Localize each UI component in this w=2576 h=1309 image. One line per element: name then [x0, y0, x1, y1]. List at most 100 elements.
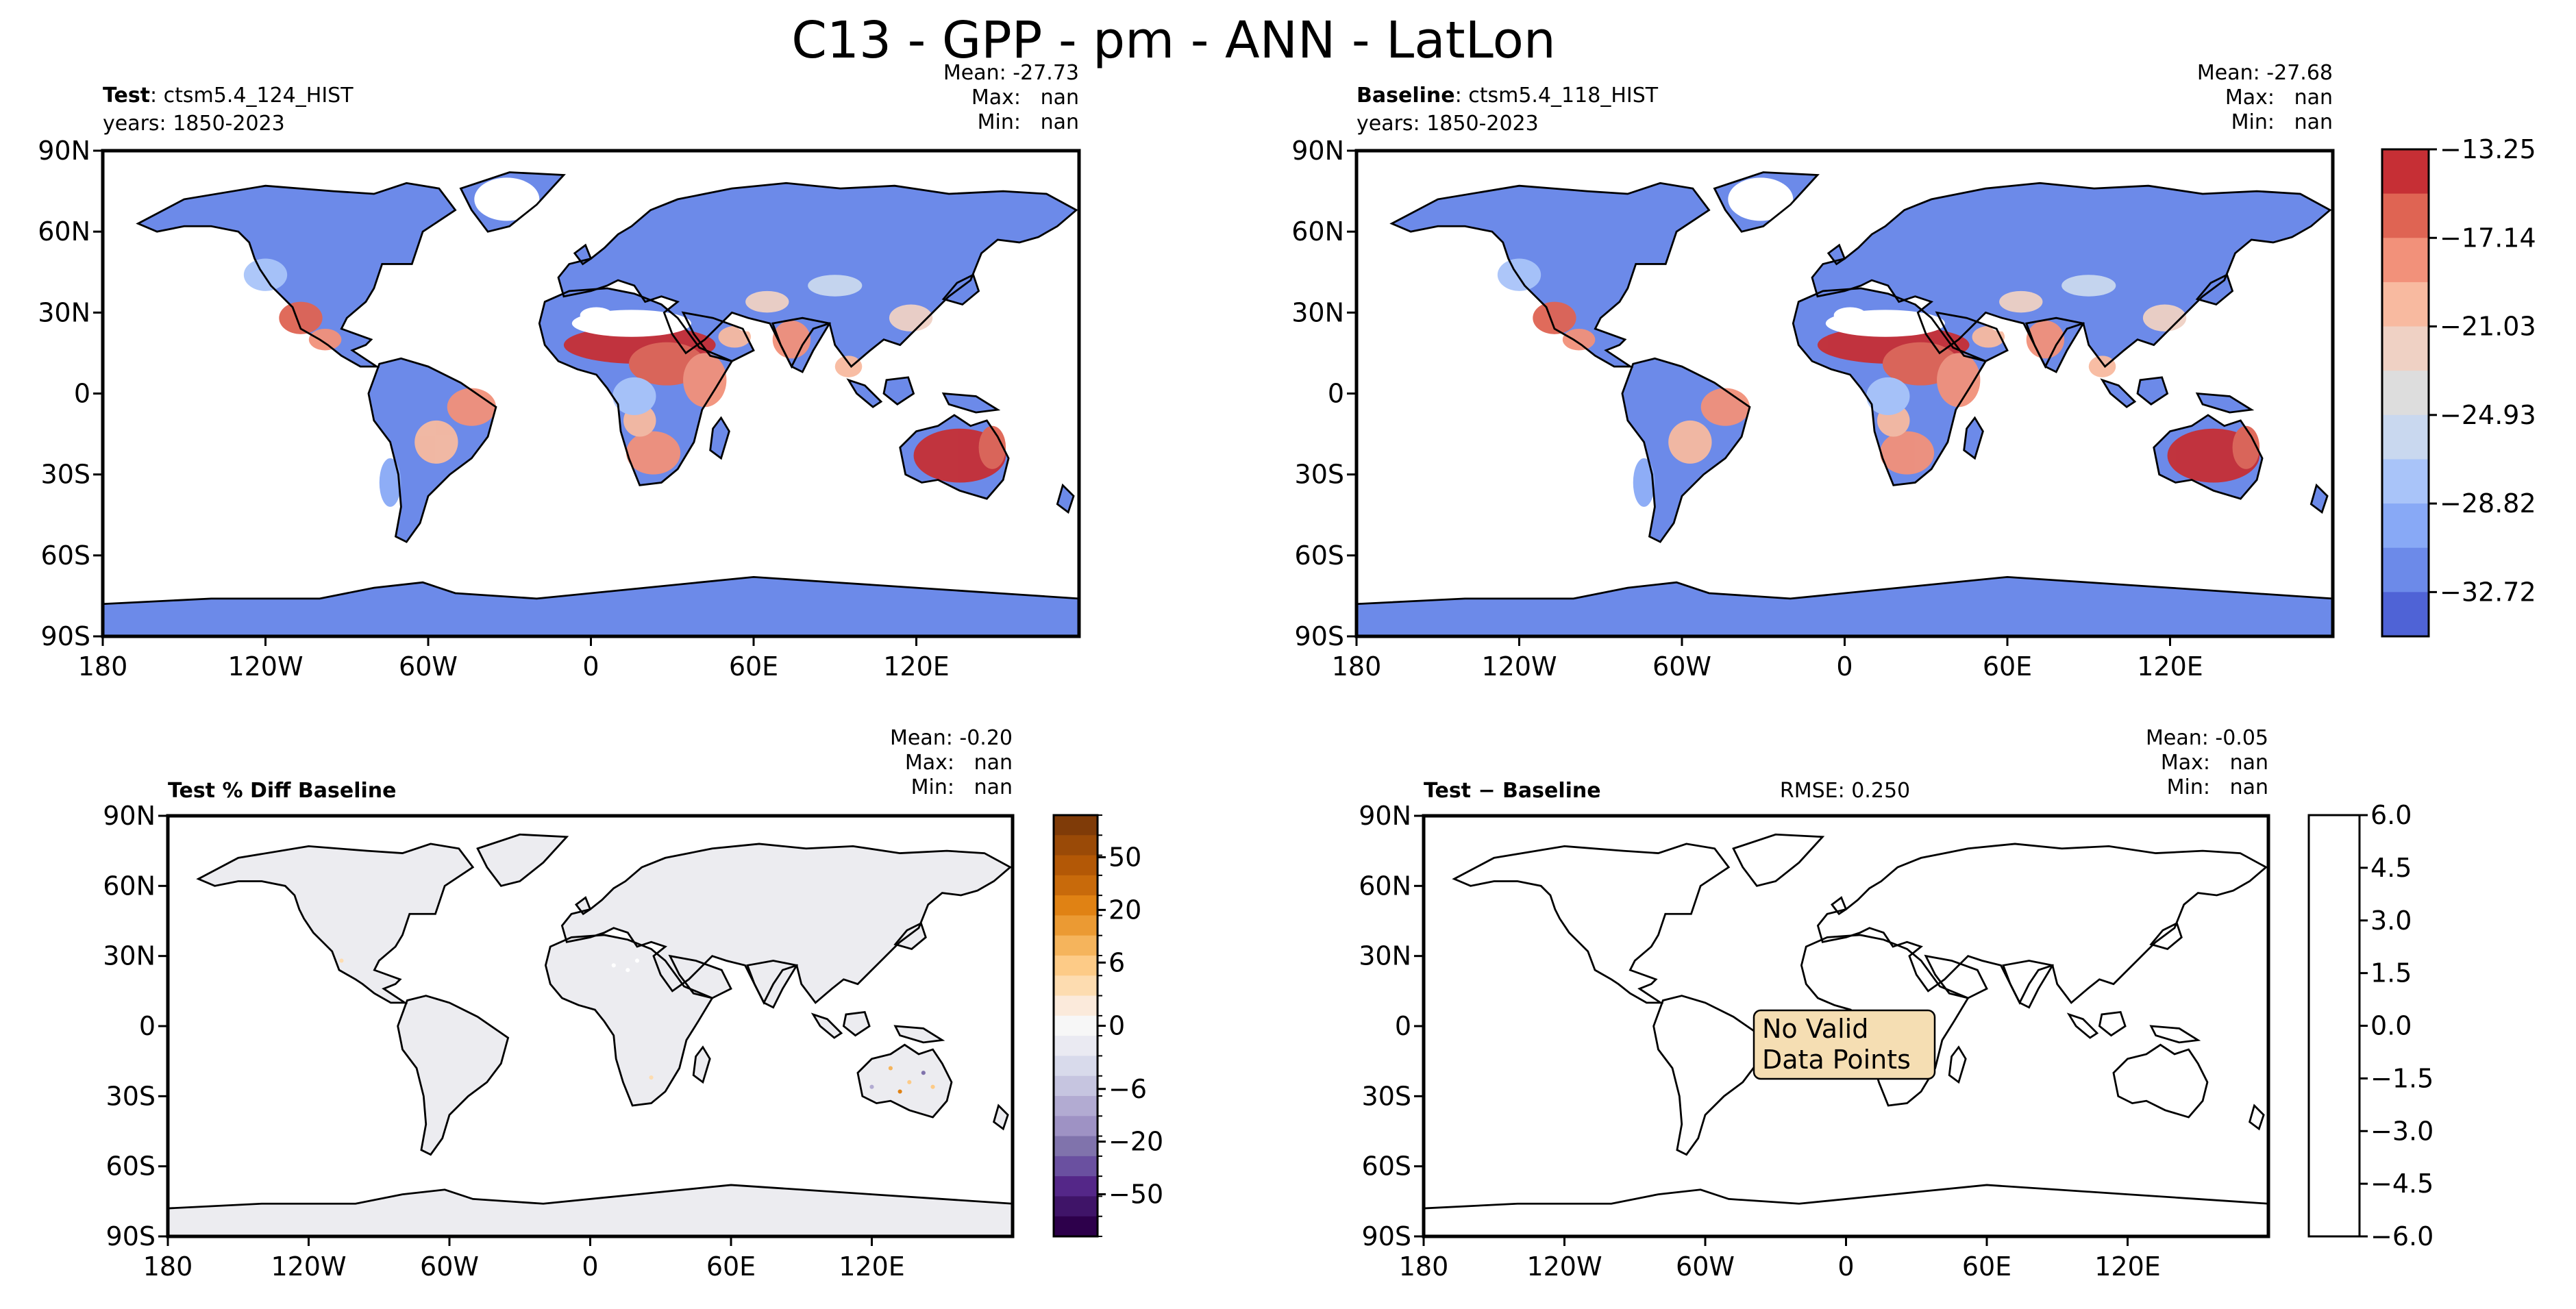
pctdiff-label: Test % Diff Baseline: [168, 779, 397, 803]
diff-lat-label: 90S: [1362, 1221, 1411, 1251]
pctdiff-lat-label: 30N: [103, 941, 156, 971]
diff-lon-label: 0: [1837, 1251, 1854, 1282]
diff-lat-label: 60N: [1359, 871, 1411, 901]
diff-min: Min: nan: [2167, 775, 2268, 799]
test-map: [103, 171, 1079, 636]
diff-colorbar-frame: [2307, 814, 2361, 1238]
baseline-label-bold: Baseline: [1357, 84, 1455, 108]
test-panel-label: Test: ctsm5.4_124_HIST: [103, 84, 354, 108]
pctdiff-colorbar-label: 20: [1109, 895, 1141, 925]
pctdiff-colorbar-label: 6: [1109, 947, 1125, 977]
diff-max: Max: nan: [2161, 751, 2268, 775]
pctdiff-colorbar-swatch: [1054, 1075, 1098, 1097]
pctdiff-colorbar-swatch: [1054, 915, 1098, 936]
main-colorbar-swatch: [2382, 326, 2429, 371]
pctdiff-map: [168, 833, 1013, 1236]
pctdiff-lon-label: 0: [582, 1251, 598, 1282]
main-colorbar-swatch: [2382, 371, 2429, 416]
pctdiff-specks: [339, 958, 935, 1094]
diff-colorbar-label: 6.0: [2370, 800, 2412, 830]
test-lat-label: 90S: [41, 621, 90, 651]
diff-colorbar-label: 1.5: [2370, 958, 2412, 988]
pctdiff-colorbar-swatch: [1054, 835, 1098, 856]
main-colorbar-label: −17.14: [2440, 223, 2536, 253]
pctdiff-lat-label: 60N: [103, 871, 156, 901]
pctdiff-lat-label: 90S: [106, 1221, 156, 1251]
pctdiff-colorbar-swatch: [1054, 855, 1098, 876]
diff-colorbar: 6.0 4.5 3.0 1.5 0.0 −1.5 −3.0 −4.5 −6.0: [2307, 800, 2433, 1251]
main-colorbar-swatch: [2382, 282, 2429, 327]
pctdiff-colorbar-swatch: [1054, 1136, 1098, 1157]
main-colorbar-swatch: [2382, 547, 2429, 593]
main-colorbar-frame: [2381, 148, 2430, 638]
diff-lat-label: 90N: [1359, 801, 1411, 831]
test-max: Max: nan: [971, 86, 1079, 110]
test-lat-label: 60N: [38, 216, 90, 247]
pctdiff-lat-label: 0: [139, 1011, 156, 1041]
diff-lat-label: 0: [1395, 1011, 1411, 1041]
test-lat-label: 90N: [38, 136, 90, 166]
pctdiff-colorbar-swatch: [1054, 1056, 1098, 1077]
test-years: years: 1850-2023: [103, 112, 285, 136]
pctdiff-lon-label: 180: [143, 1251, 193, 1282]
diff-lon-label: 180: [1399, 1251, 1449, 1282]
baseline-lat-label: 30N: [1291, 297, 1344, 327]
figure-title: C13 - GPP - pm - ANN - LatLon: [791, 11, 1556, 70]
pctdiff-colorbar-swatch: [1054, 1036, 1098, 1056]
diff-lat-label: 60S: [1362, 1151, 1411, 1182]
pctdiff-colorbar-label: 50: [1109, 843, 1141, 873]
pctdiff-colorbar-swatch: [1054, 1156, 1098, 1177]
diff-lon-label: 120E: [2094, 1251, 2161, 1282]
test-lat-label: 30N: [38, 297, 90, 327]
pctdiff-colorbar-swatch: [1054, 895, 1098, 916]
baseline-years: years: 1850-2023: [1357, 112, 1539, 136]
diff-colorbar-label: −6.0: [2370, 1221, 2433, 1251]
test-min: Min: nan: [978, 110, 1079, 134]
diff-colorbar-label: −1.5: [2370, 1063, 2433, 1093]
main-colorbar-label: −28.82: [2440, 488, 2536, 519]
pctdiff-colorbar-swatch: [1054, 815, 1098, 836]
diff-lon-label: 60W: [1676, 1251, 1735, 1282]
pctdiff-colorbar-swatch: [1054, 1196, 1098, 1217]
test-lon-label: 60E: [729, 651, 778, 682]
pctdiff-lon-label: 60E: [706, 1251, 756, 1282]
pctdiff-colorbar-swatch: [1054, 1116, 1098, 1137]
diff-colorbar-label: −3.0: [2370, 1116, 2433, 1146]
test-label-rest: : ctsm5.4_124_HIST: [150, 84, 354, 108]
pctdiff-lon-label: 120W: [271, 1251, 346, 1282]
pctdiff-min: Min: nan: [911, 775, 1013, 799]
baseline-label-rest: : ctsm5.4_118_HIST: [1455, 84, 1659, 108]
pctdiff-max: Max: nan: [905, 751, 1013, 775]
no-data-line-1: No Valid: [1762, 1014, 1868, 1044]
test-lon-label: 60W: [399, 651, 458, 682]
diff-colorbar-label: −4.5: [2370, 1169, 2433, 1199]
baseline-lat-label: 90N: [1291, 136, 1344, 166]
pctdiff-colorbar-label: 0: [1109, 1011, 1125, 1041]
diff-lon-label: 60E: [1962, 1251, 2011, 1282]
main-colorbar-swatch: [2382, 503, 2429, 549]
main-colorbar-label: −13.25: [2440, 134, 2536, 164]
baseline-min: Min: nan: [2231, 110, 2333, 134]
test-lon-label: 180: [78, 651, 128, 682]
baseline-lat-label: 60S: [1295, 540, 1344, 571]
baseline-map: [1357, 171, 2333, 636]
pctdiff-lat-label: 60S: [106, 1151, 156, 1182]
pctdiff-lon-label: 120E: [839, 1251, 905, 1282]
test-lat-label: 0: [74, 379, 90, 409]
main-colorbar-swatch: [2382, 149, 2429, 195]
pctdiff-colorbar-swatch: [1054, 875, 1098, 896]
pctdiff-colorbar-swatch: [1054, 1015, 1098, 1036]
diff-lat-label: 30S: [1362, 1081, 1411, 1111]
baseline-lat-label: 30S: [1295, 460, 1344, 490]
baseline-lon-label: 120E: [2137, 651, 2203, 682]
diff-colorbar-label: 0.0: [2370, 1011, 2412, 1041]
main-colorbar-swatch: [2382, 193, 2429, 238]
diff-colorbar-label: 3.0: [2370, 906, 2412, 936]
main-colorbar-swatch: [2382, 459, 2429, 504]
pctdiff-colorbar-swatch: [1054, 956, 1098, 976]
pctdiff-colorbar-swatch: [1054, 975, 1098, 997]
test-lon-label: 120E: [883, 651, 950, 682]
pctdiff-colorbar-swatch: [1054, 995, 1098, 1017]
diff-colorbar-label: 4.5: [2370, 853, 2412, 883]
